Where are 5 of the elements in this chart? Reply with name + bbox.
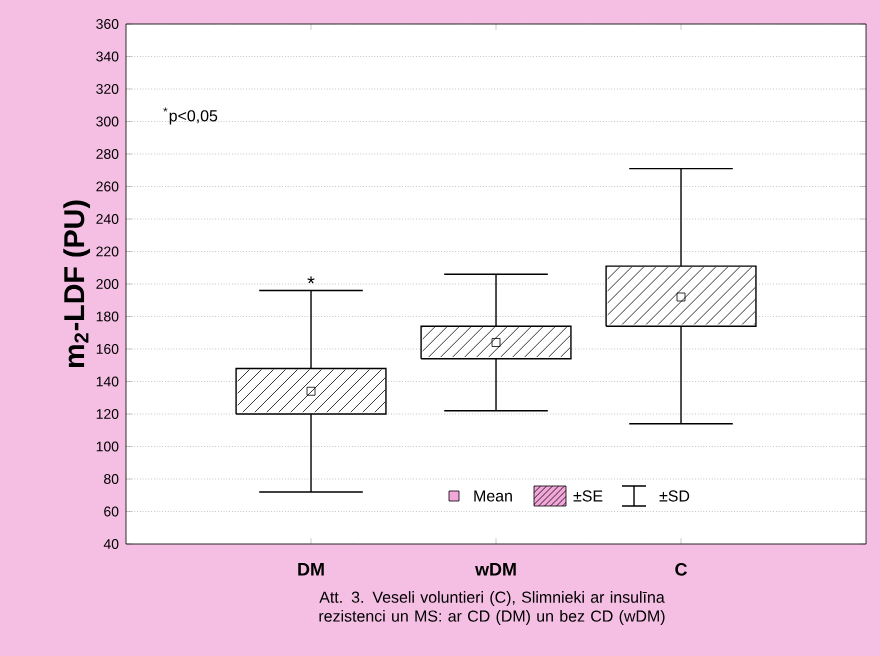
- x-tick-label: wDM: [475, 563, 516, 576]
- y-axis-title: m$_{2}$-LDF (PU): [63, 200, 91, 368]
- annotation: *: [307, 276, 315, 284]
- x-tick-label: C: [675, 563, 688, 576]
- x-tick-label: DM: [298, 563, 324, 576]
